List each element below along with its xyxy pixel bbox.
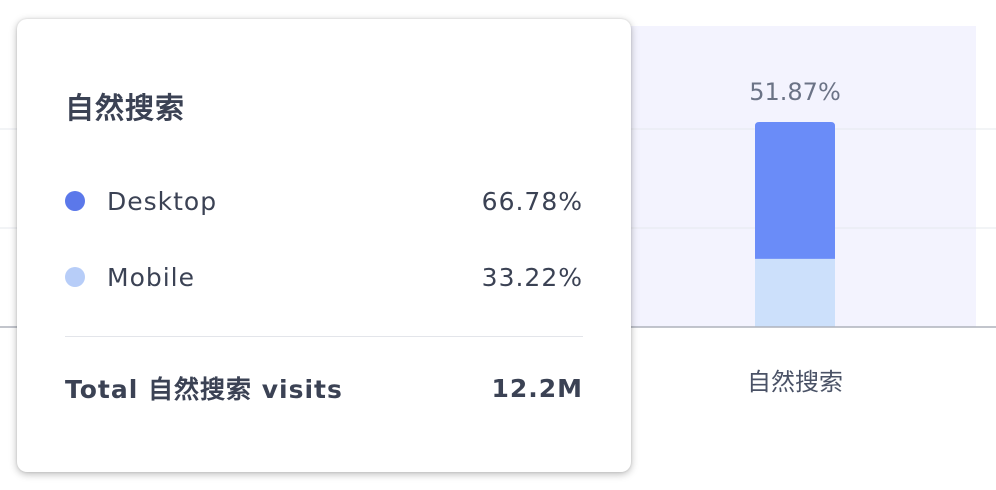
total-visits-label: Total 自然搜索 visits — [65, 375, 343, 404]
stacked-bar-chart: 51.87% 自然搜索 — [0, 26, 996, 396]
tooltip-divider — [65, 336, 583, 337]
desktop-value: 66.78% — [481, 186, 583, 216]
tooltip-row-desktop: Desktop 66.78% — [65, 181, 583, 221]
mobile-label: Mobile — [107, 262, 196, 292]
desktop-label: Desktop — [107, 186, 218, 216]
total-visits-value: 12.2M — [491, 373, 583, 403]
mobile-legend-dot — [65, 267, 85, 287]
chart-tooltip: 自然搜索 Desktop 66.78% Mobile 33.22% Total … — [17, 19, 631, 472]
bar-value-label: 51.87% — [749, 78, 841, 106]
tooltip-total-row: Total 自然搜索 visits 12.2M — [65, 368, 583, 408]
bar-segment-mobile — [755, 258, 835, 327]
x-tick-label: 自然搜索 — [747, 368, 843, 396]
mobile-value: 33.22% — [481, 262, 583, 292]
desktop-legend-dot — [65, 191, 85, 211]
bar-segment-desktop — [755, 122, 835, 259]
tooltip-row-mobile: Mobile 33.22% — [65, 257, 583, 297]
tooltip-title: 自然搜索 — [65, 91, 186, 125]
